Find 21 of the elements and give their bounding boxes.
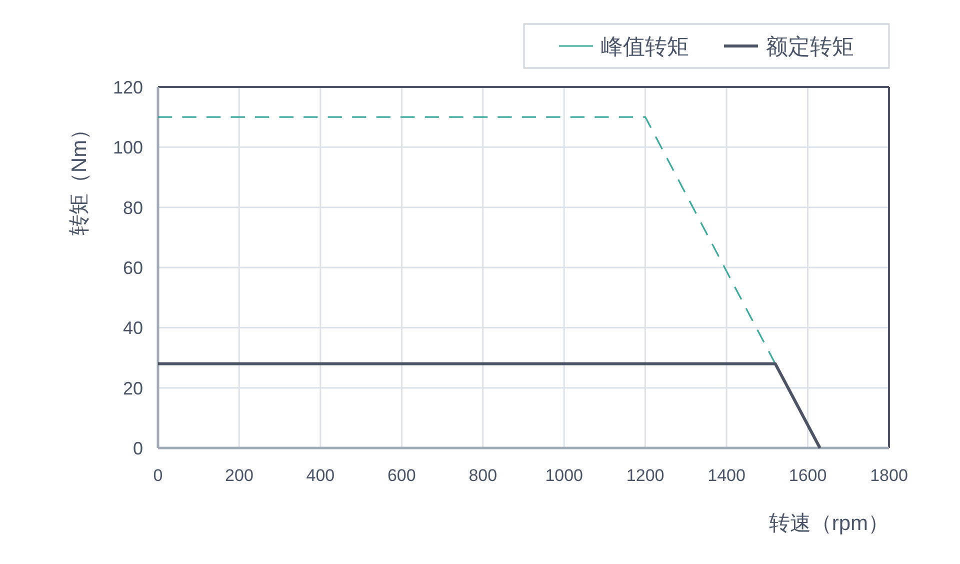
y-tick-label: 120 [112, 78, 143, 98]
x-tick-label: 200 [225, 466, 254, 485]
x-axis-title: 转速（rpm） [768, 512, 889, 535]
x-tick-label: 1400 [708, 466, 746, 485]
legend-label: 峰值转矩 [601, 34, 689, 59]
legend-label: 额定转矩 [766, 34, 854, 59]
y-tick-label: 100 [112, 138, 143, 158]
x-tick-label: 600 [387, 466, 416, 485]
y-tick-label: 60 [122, 258, 143, 278]
x-tick-label: 800 [468, 466, 498, 485]
y-tick-label: 80 [122, 198, 143, 218]
x-tick-label: 1800 [870, 466, 908, 485]
x-tick-label: 1200 [626, 466, 664, 485]
x-tick-label: 1600 [788, 466, 827, 485]
y-axis-title: 转矩（Nm） [68, 118, 91, 236]
x-tick-label: 0 [153, 466, 163, 485]
y-tick-label: 0 [132, 438, 143, 458]
x-tick-label: 400 [306, 466, 335, 485]
y-tick-label: 20 [122, 378, 143, 398]
y-tick-label: 40 [122, 318, 143, 338]
x-tick-label: 1000 [545, 466, 584, 485]
